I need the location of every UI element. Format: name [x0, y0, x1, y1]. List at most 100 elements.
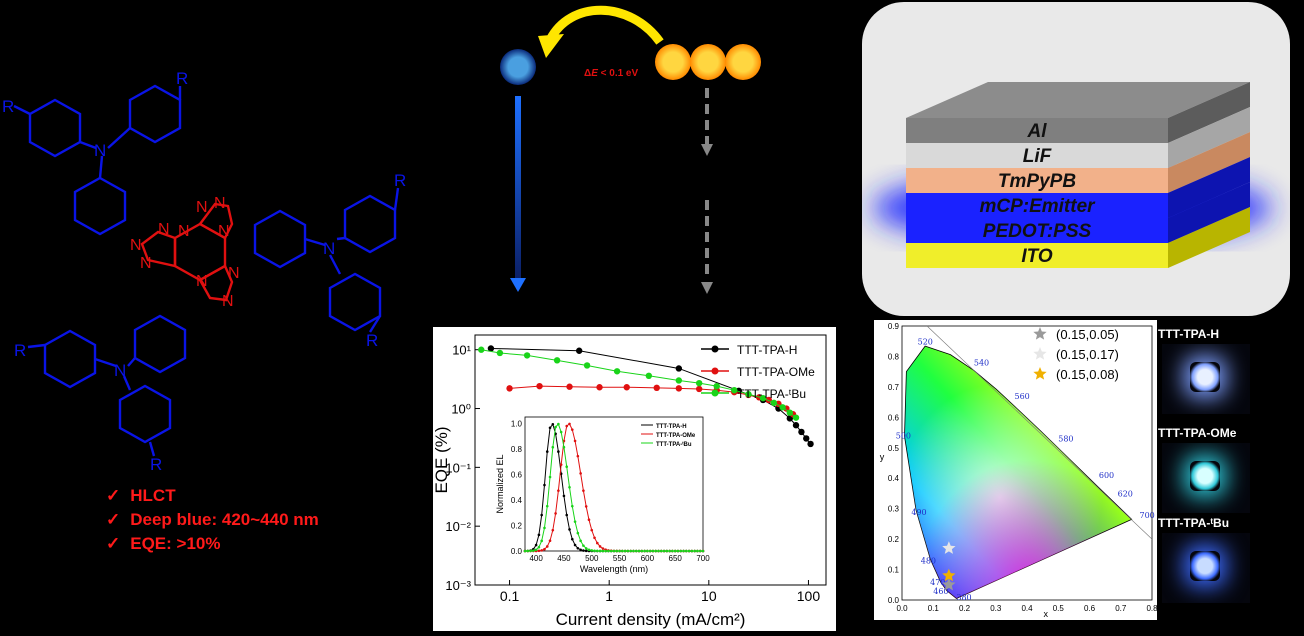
cie-point-star: [942, 577, 956, 591]
svg-text:R: R: [14, 341, 26, 360]
layer-label: PEDOT:PSS: [983, 221, 1092, 242]
y-tick-label: 10⁻³: [445, 578, 471, 593]
el-point: [698, 549, 702, 553]
emission-glow: [1190, 551, 1220, 581]
el-point: [651, 549, 655, 553]
el-point: [537, 545, 541, 549]
wavelength-label: 470: [930, 578, 945, 587]
device-photo: [1162, 533, 1250, 603]
el-point: [604, 549, 607, 553]
el-point: [579, 548, 582, 552]
el-point: [559, 430, 563, 434]
check-icon: ✓: [106, 534, 121, 553]
inset-y-tick: 0.8: [511, 445, 523, 454]
el-point: [570, 428, 574, 431]
el-point: [554, 425, 557, 429]
svg-text:R: R: [366, 331, 378, 350]
x-tick-label: 0.0: [896, 604, 908, 613]
cie-chart-panel: 0.0 0.1 0.2 0.3 0.4 0.5 0.6 0.7 0.8 0.0 0.1 0.2 0.3 0…: [874, 320, 1158, 620]
layer-pedotpss: [906, 218, 1168, 243]
data-point: [779, 404, 786, 411]
el-point: [551, 528, 555, 532]
el-point: [598, 545, 602, 548]
legend-marker: [711, 389, 719, 397]
layer-label: mCP:Emitter: [979, 196, 1096, 217]
triplet-state-3: [725, 44, 761, 80]
el-point: [565, 424, 569, 428]
inset-x-tick: 600: [641, 554, 655, 563]
el-point: [551, 422, 555, 426]
el-point: [557, 422, 560, 426]
svg-text:N: N: [94, 141, 106, 160]
inset-legend-label: TTT-TPA-ᵗBu: [656, 441, 692, 448]
legend-label: TTT-TPA-H: [737, 343, 797, 357]
el-point: [573, 439, 577, 443]
el-point: [621, 549, 624, 553]
el-point: [648, 549, 652, 553]
x-tick-label: 0.1: [928, 604, 940, 613]
el-point: [626, 549, 630, 553]
y-tick-label: 0.8: [888, 352, 900, 361]
el-point: [576, 454, 580, 458]
core-n-labels: N N N N N N N N N N: [130, 195, 240, 310]
el-point: [637, 549, 641, 553]
el-point: [548, 475, 552, 479]
inset-y-label: Normalized EL: [495, 454, 505, 513]
el-point: [584, 549, 588, 553]
wavelength-label: 500: [896, 432, 911, 441]
el-point: [543, 483, 546, 487]
legend-star: [1033, 367, 1047, 380]
data-point: [798, 428, 805, 436]
x-tick-label: 0.8: [1146, 604, 1157, 613]
rise-arrow: [545, 5, 664, 45]
el-point: [554, 512, 557, 515]
wavelength-label: 560: [1015, 392, 1030, 401]
data-point: [745, 391, 752, 398]
layer-label: Al: [1027, 121, 1048, 142]
wavelength-label: 700: [1140, 511, 1155, 520]
data-point: [536, 382, 543, 390]
inset-frame: [524, 416, 704, 552]
el-point: [576, 531, 580, 535]
el-point: [665, 549, 669, 553]
el-point: [557, 489, 560, 492]
svg-text:N: N: [130, 237, 142, 254]
plot-frame: [474, 334, 827, 586]
el-point: [654, 549, 658, 553]
el-point: [634, 549, 638, 553]
device-structure-panel: Al LiF TmPyPB mCP:Emitter PEDOT:PSS ITO: [862, 2, 1290, 316]
el-point: [534, 543, 538, 547]
layer-side: [1168, 207, 1250, 268]
el-point: [590, 528, 594, 532]
wavelength-label: 580: [1058, 435, 1073, 444]
el-point: [543, 547, 546, 551]
data-point: [596, 384, 603, 391]
el-point: [623, 549, 627, 553]
svg-text:N: N: [196, 273, 208, 290]
data-point: [792, 422, 800, 429]
eqe-chart-panel: 0.1 1 10 100 10⁻³ 10⁻² 10⁻¹ 10⁰ 10¹ Current densi…: [432, 327, 836, 631]
el-point: [646, 549, 649, 553]
y-tick-label: 0.4: [888, 474, 900, 483]
check-icon: ✓: [106, 486, 121, 505]
cie-point-star: [942, 568, 956, 582]
energy-diagram: ΔE < 0.1 eV: [500, 5, 761, 294]
el-point: [607, 549, 610, 553]
rise-arrow-head: [538, 34, 564, 58]
el-point: [657, 549, 660, 553]
el-point: [565, 513, 569, 517]
triplet-state-1: [655, 44, 691, 80]
el-point: [545, 450, 549, 453]
el-point: [545, 504, 549, 508]
layer-side: [1168, 82, 1250, 143]
el-point: [534, 548, 538, 552]
inset-x-tick: 550: [613, 554, 627, 563]
emission-glow: [1190, 362, 1220, 392]
el-point: [587, 548, 591, 552]
layer-side: [1168, 182, 1250, 243]
y-tick-label: 10⁻²: [445, 519, 471, 534]
el-point: [540, 549, 543, 552]
el-point: [629, 549, 632, 553]
el-point: [682, 549, 685, 553]
data-point: [675, 365, 683, 372]
